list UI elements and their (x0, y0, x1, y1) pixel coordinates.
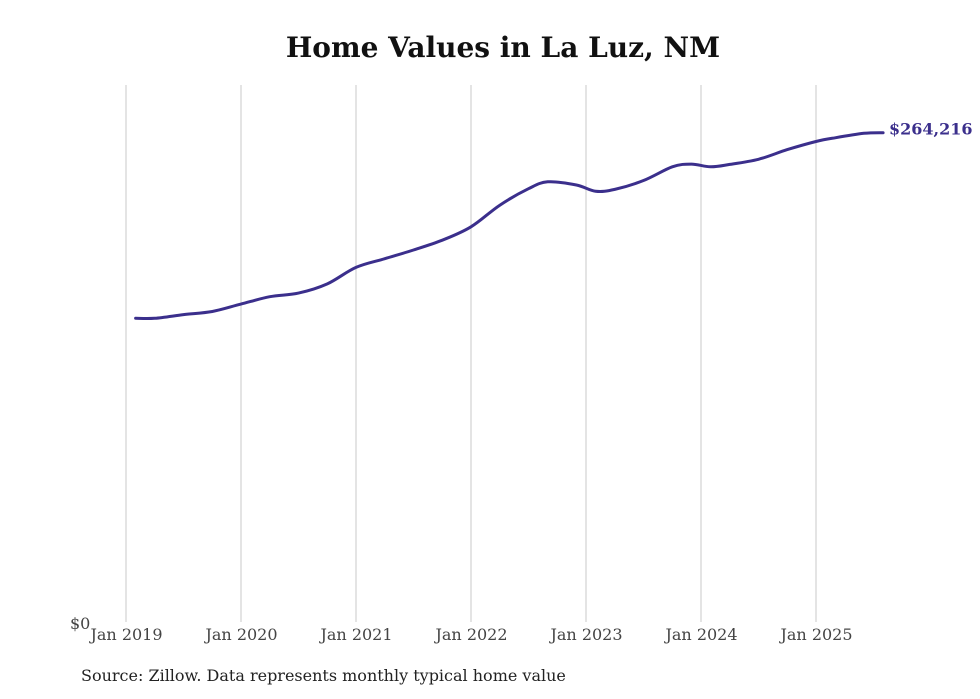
y-tick-label: $0 (70, 614, 90, 633)
series-layer (134, 131, 885, 321)
grid-lines (125, 85, 817, 622)
x-tick-label: Jan 2024 (663, 625, 737, 644)
chart-title: Home Values in La Luz, NM (285, 31, 721, 64)
x-tick-label: Jan 2019 (88, 625, 162, 644)
axis-labels: Jan 2019 Jan 2020 Jan 2021 Jan 2022 Jan 2023… (70, 120, 973, 644)
series-line-0 (134, 131, 885, 321)
end-value-label: $264,216 (889, 120, 973, 139)
x-tick-label: Jan 2020 (203, 625, 277, 644)
x-tick-label: Jan 2025 (778, 625, 852, 644)
x-tick-label: Jan 2023 (548, 625, 622, 644)
source-note: Source: Zillow. Data represents monthly … (81, 666, 566, 685)
x-tick-label: Jan 2021 (318, 625, 392, 644)
x-tick-label: Jan 2022 (433, 625, 507, 644)
